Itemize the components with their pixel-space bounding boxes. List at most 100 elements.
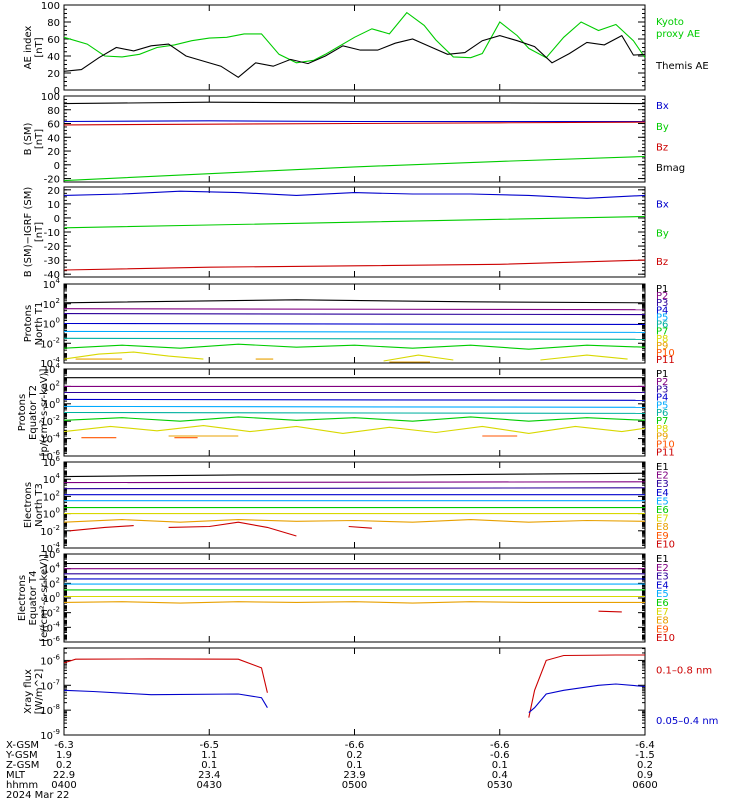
legend-entry: E5 <box>656 496 669 507</box>
legend-entry: P10 <box>656 439 675 450</box>
legend-entry: P2 <box>656 377 668 388</box>
series-line-0-1-0-8-nm <box>528 654 645 718</box>
y-axis-label: Electrons <box>23 482 34 528</box>
legend-entry: By <box>656 228 669 239</box>
ephemeris-row-label: hhmm <box>6 780 38 791</box>
ephemeris-value: 0400 <box>51 780 76 791</box>
legend-entry: P6 <box>656 408 668 419</box>
ephemeris-row-label: Y-GSM <box>5 750 38 761</box>
ephemeris-value: 23.4 <box>198 770 220 781</box>
y-tick-label: 102 <box>43 489 60 503</box>
y-tick-label: -20 <box>44 175 60 186</box>
series-line-p4 <box>63 322 646 326</box>
ephemeris-value: 0530 <box>487 780 512 791</box>
y-tick-label: 104 <box>43 277 61 291</box>
panel-frame <box>63 186 646 278</box>
legend-entry: Bz <box>656 142 668 153</box>
ephemeris-value: 1.1 <box>201 750 217 761</box>
y-tick-label: 0 <box>54 86 60 97</box>
y-axis-label: [nT] <box>34 129 45 149</box>
series-line-themis-ae <box>63 34 646 78</box>
y-tick-label: 10-4 <box>40 432 60 446</box>
date-label: 2024 Mar 22 <box>6 790 69 800</box>
series-line-e10 <box>69 525 134 532</box>
y-axis-label: Protons <box>23 305 34 342</box>
series-line-bz <box>63 121 646 126</box>
legend-entry: P8 <box>656 424 668 435</box>
legend-entry: P5 <box>656 312 668 323</box>
y-tick-label: 10-4 <box>40 356 60 370</box>
ephemeris-value: 0.2 <box>347 750 363 761</box>
y-axis-label: Equator T4 <box>28 571 39 626</box>
series-line-e10 <box>168 521 297 537</box>
legend-entry: E10 <box>656 539 675 550</box>
y-tick-label: 20 <box>47 69 60 80</box>
ephemeris-value: -6.6 <box>345 740 365 751</box>
y-tick-label: 100 <box>43 397 60 411</box>
y-tick-label: 10-6 <box>40 635 60 649</box>
series-line-bx <box>63 120 645 123</box>
legend-entry: P3 <box>656 385 668 396</box>
y-tick-label: 20 <box>47 147 60 158</box>
y-axis-label: [nT] <box>34 37 45 57</box>
series-line-p8 <box>383 354 454 362</box>
ephemeris-value: 0.2 <box>56 760 72 771</box>
series-line-0-1-0-8-nm <box>63 658 268 693</box>
legend-entry: E10 <box>656 633 675 644</box>
legend-entry: E6 <box>656 598 669 609</box>
legend-entry: P11 <box>656 447 675 458</box>
y-tick-label: 10-9 <box>40 728 60 742</box>
y-tick-label: 80 <box>47 106 60 117</box>
ephemeris-value: 0.1 <box>201 760 217 771</box>
legend-entry: E6 <box>656 505 669 516</box>
y-tick-label: 102 <box>43 379 60 393</box>
legend-entry: E7 <box>656 514 669 525</box>
ephemeris-value: 0.1 <box>492 760 508 771</box>
ephemeris-value: 0430 <box>197 780 222 791</box>
panel-pn1: 10-4 10-2 100 102 104 Protons North T1 P1P2P3P4… <box>23 277 675 370</box>
series-line-e1 <box>63 472 646 478</box>
ephemeris-value: 0.4 <box>492 770 508 781</box>
y-axis-label: B (SM) <box>23 122 34 155</box>
ephemeris-row-label: X-GSM <box>6 740 39 751</box>
series-line-bx <box>63 190 646 199</box>
legend-entry: E9 <box>656 531 669 542</box>
y-axis-label: [nT] <box>34 222 45 242</box>
legend-entry: E7 <box>656 607 669 618</box>
series-line-0-05-0-4-nm <box>528 683 646 714</box>
y-tick-label: 0 <box>54 161 60 172</box>
legend-entry: E1 <box>656 554 669 565</box>
legend-entry: E2 <box>656 563 669 574</box>
legend-entry: E4 <box>656 488 669 499</box>
ephemeris-value: -0.6 <box>490 750 510 761</box>
ephemeris-value: -6.3 <box>54 740 74 751</box>
y-tick-label: 0 <box>54 214 60 225</box>
legend-entry: E1 <box>656 462 669 473</box>
legend-entry: P8 <box>656 334 668 345</box>
legend-entry: E3 <box>656 479 669 490</box>
y-tick-label: 10 <box>47 200 60 211</box>
legend-entry: Bmag <box>656 163 685 174</box>
y-tick-label: 104 <box>43 562 61 576</box>
legend-entry: P4 <box>656 392 668 403</box>
legend-entry: P1 <box>656 369 668 380</box>
y-tick-label: 10-2 <box>40 336 60 350</box>
y-tick-label: 104 <box>43 362 61 376</box>
series-line-p7 <box>63 416 646 422</box>
ephemeris-value: 0.9 <box>637 770 653 781</box>
panel-frame <box>63 4 646 91</box>
series-line-kyoto-proxy-ae <box>63 11 646 64</box>
y-tick-label: -40 <box>44 270 60 281</box>
y-axis-label: B (SM)−IGRF (SM) <box>23 187 34 278</box>
legend-entry: Bz <box>656 257 668 268</box>
panel-bsm: -20 0 20 40 60 80 100 B (SM) [nT] Bx By Bz Bmag <box>23 92 685 186</box>
y-tick-label: 60 <box>47 120 60 131</box>
legend-entry: P11 <box>656 355 675 366</box>
ephemeris-value: -6.4 <box>635 740 655 751</box>
y-axis-label: [W/m^2] <box>34 669 45 715</box>
legend-entry: E4 <box>656 580 669 591</box>
y-tick-label: 10-2 <box>40 606 60 620</box>
y-axis-label: North T1 <box>34 302 45 346</box>
y-axis-label: Electrons <box>17 575 28 621</box>
y-tick-label: 20 <box>47 186 60 197</box>
